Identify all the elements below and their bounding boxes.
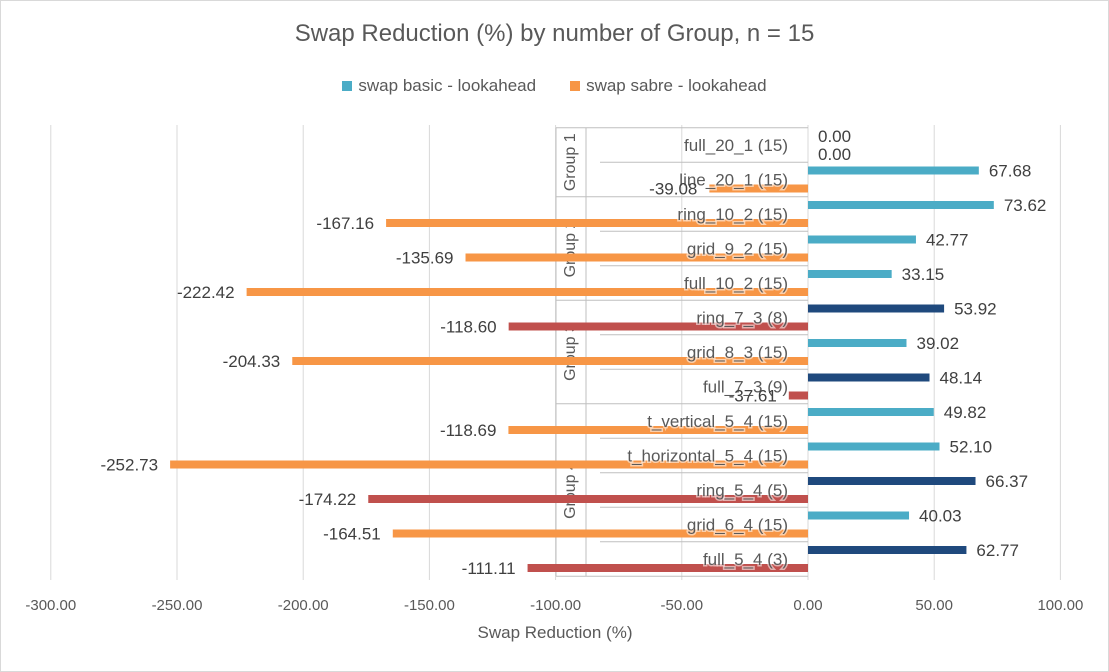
data-label-sabre: -135.69 — [396, 249, 454, 268]
x-tick-label: 0.00 — [793, 597, 822, 614]
bar-sabre — [292, 357, 808, 365]
bar-sabre — [368, 495, 808, 503]
group-label-4: Group 4 — [562, 461, 579, 519]
bar-sabre — [788, 391, 808, 400]
legend: swap basic - lookahead swap sabre - look… — [0, 76, 1109, 96]
bar-basic — [808, 442, 940, 451]
category-label: t_vertical_5_4 (15) — [647, 412, 788, 431]
category-label: full_10_2 (15) — [684, 274, 788, 293]
bar-basic — [808, 339, 907, 347]
bar-basic — [808, 546, 967, 554]
x-tick-label: 50.00 — [915, 597, 953, 614]
data-label-sabre: -252.73 — [100, 456, 158, 475]
x-tick-label: -200.00 — [278, 597, 329, 614]
category-label: grid_8_3 (15) — [687, 343, 788, 362]
data-label-basic: 67.68 — [989, 162, 1032, 181]
bar-basic — [808, 201, 994, 209]
data-label-basic: 52.10 — [950, 438, 993, 457]
legend-label-basic: swap basic - lookahead — [358, 76, 537, 95]
x-tick-label: -150.00 — [404, 597, 455, 614]
bar-sabre — [508, 426, 808, 434]
data-label-basic: 33.15 — [902, 265, 945, 284]
legend-item-basic: swap basic - lookahead — [342, 76, 536, 96]
bar-basic — [808, 304, 945, 313]
legend-swatch-basic — [342, 81, 353, 91]
category-label: t_horizontal_5_4 (15) — [627, 447, 788, 466]
bar-basic — [808, 166, 979, 175]
data-label-basic: 42.77 — [926, 231, 969, 250]
data-label-basic: 66.37 — [986, 472, 1029, 491]
category-label: full_7_3 (9) — [703, 378, 788, 397]
group-label-1: Group 1 — [562, 133, 579, 191]
category-label: ring_7_3 (8) — [696, 309, 788, 328]
bar-basic — [808, 235, 916, 244]
bar-sabre — [527, 564, 808, 572]
legend-swatch-sabre — [570, 81, 581, 91]
bar-basic — [808, 270, 892, 278]
bar-sabre — [392, 529, 808, 538]
bar-sabre — [386, 219, 808, 227]
bar-sabre — [508, 322, 808, 331]
x-tick-label: -100.00 — [530, 597, 581, 614]
data-label-sabre: -118.60 — [440, 318, 496, 337]
group-label-2: Group 2 — [562, 219, 579, 277]
data-label-sabre: -118.69 — [440, 421, 496, 440]
group-label-3: Group 3 — [562, 323, 579, 381]
category-label: full_20_1 (15) — [684, 136, 788, 155]
data-label-basic: 49.82 — [944, 403, 987, 422]
chart-title: Swap Reduction (%) by number of Group, n… — [294, 20, 815, 47]
data-label-basic: 62.77 — [976, 541, 1019, 560]
bar-sabre — [170, 460, 808, 469]
data-label-sabre: -222.42 — [177, 283, 235, 302]
x-tick-label: -250.00 — [152, 597, 203, 614]
data-label-basic: 48.14 — [940, 369, 983, 388]
legend-item-sabre: swap sabre - lookahead — [570, 76, 767, 96]
bar-basic — [808, 373, 930, 382]
bar-sabre — [709, 184, 808, 193]
data-label-sabre: -204.33 — [223, 352, 281, 371]
bar-sabre — [465, 253, 808, 262]
x-tick-label: -300.00 — [25, 597, 76, 614]
data-label-basic: 0.00 — [818, 127, 851, 146]
data-label-basic: 73.62 — [1004, 196, 1047, 215]
data-label-sabre: -37.61 — [729, 387, 777, 406]
bar-basic — [808, 511, 910, 520]
data-label-basic: 53.92 — [954, 300, 997, 319]
category-label: ring_10_2 (15) — [677, 205, 788, 224]
category-label: grid_9_2 (15) — [687, 240, 788, 259]
category-label: full_5_4 (3) — [703, 550, 788, 569]
data-label-sabre: 0.00 — [818, 145, 851, 164]
category-label: ring_5_4 (5) — [696, 481, 788, 500]
x-tick-label: -50.00 — [661, 597, 704, 614]
data-label-basic: 39.02 — [916, 334, 959, 353]
bar-basic — [808, 408, 934, 416]
x-axis-title: Swap Reduction (%) — [478, 623, 633, 642]
bar-sabre — [246, 288, 808, 296]
data-label-basic: 40.03 — [919, 507, 962, 526]
data-label-sabre: -164.51 — [323, 525, 381, 544]
x-tick-label: 100.00 — [1037, 597, 1083, 614]
legend-label-sabre: swap sabre - lookahead — [586, 76, 767, 95]
category-label: line_20_1 (15) — [679, 171, 788, 190]
data-label-sabre: -167.16 — [316, 214, 374, 233]
data-label-sabre: -111.11 — [462, 559, 516, 578]
data-label-sabre: -39.08 — [649, 180, 697, 199]
bar-basic — [808, 477, 976, 485]
data-label-sabre: -174.22 — [299, 490, 357, 509]
category-label: grid_6_4 (15) — [687, 516, 788, 535]
